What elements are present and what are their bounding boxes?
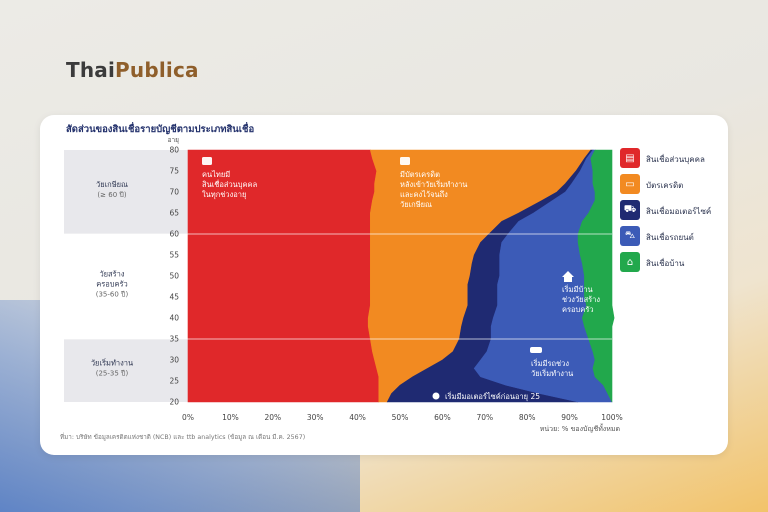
annotation-credit: มีบัตรเครดิต [400,170,440,179]
y-axis-label: อายุ [168,136,180,144]
y-tick-label: 35 [169,335,179,344]
annotation-home: เริ่มมีบ้าน [562,284,593,294]
x-tick-label: 60% [434,413,451,422]
age-band-1 [64,234,188,339]
wallet-icon [202,157,212,165]
y-tick-label: 80 [169,146,179,155]
y-tick-label: 75 [169,167,179,176]
age-band-label: (35-60 ปี) [96,291,129,299]
legend-item-car: ⛍ สินเชื่อรถยนต์ [620,226,740,246]
car-icon [530,347,542,353]
annotation-credit: และคงไว้จนถึง [400,190,448,199]
annotation-moto: เริ่มมีมอเตอร์ไซค์ก่อนอายุ 25 [445,391,540,401]
x-tick-label: 30% [307,413,324,422]
chart-title: สัดส่วนของสินเชื่อรายบัญชีตามประเภทสินเช… [66,124,255,135]
legend-item-home: ⌂ สินเชื่อบ้าน [620,252,740,272]
age-band-label: วัยสร้าง [99,270,124,279]
x-tick-label: 100% [601,413,622,422]
annotation-car: เริ่มมีรถช่วง [531,358,569,368]
motorcycle-icon [432,392,440,400]
annotation-home: ครอบครัว [562,305,594,314]
annotation-credit: หลังเข้าวัยเริ่มทำงาน [400,179,467,189]
y-tick-label: 55 [169,251,179,260]
age-band-label: ครอบครัว [96,280,128,289]
annotation-car: วัยเริ่มทำงาน [531,368,573,378]
x-tick-label: 20% [264,413,281,422]
legend-label: สินเชื่อรถยนต์ [646,233,694,242]
y-tick-label: 60 [169,230,179,239]
x-tick-label: 80% [519,413,536,422]
y-tick-label: 65 [169,209,179,218]
wallet-icon: ▤ [620,148,640,168]
annotation-personal: สินเชื่อส่วนบุคคล [202,179,258,189]
age-band-label: วัยเริ่มทำงาน [91,358,133,368]
annotation-personal: คนไทยมี [202,170,230,179]
y-tick-label: 50 [169,272,179,281]
x-axis-label: หน่วย: % ของบัญชีทั้งหมด [540,422,620,433]
age-band-label: วัยเกษียณ [96,180,128,189]
annotation-home: ช่วงวัยสร้าง [562,295,600,304]
car-icon: ⛍ [620,226,640,246]
legend-label: บัตรเครดิต [646,181,684,190]
y-tick-label: 20 [169,398,179,407]
legend-item-credit: ▭ บัตรเครดิต [620,174,740,194]
source-footnote: ที่มา: บริษัท ข้อมูลเครดิตแห่งชาติ (NCB)… [60,434,306,441]
x-tick-label: 0% [182,413,194,422]
age-band-label: (25-35 ปี) [96,370,129,378]
legend-item-personal: ▤ สินเชื่อส่วนบุคคล [620,148,740,168]
y-tick-label: 40 [169,314,179,323]
house-icon [562,271,574,282]
legend-label: สินเชื่อบ้าน [646,259,685,268]
y-tick-label: 30 [169,356,179,365]
x-tick-label: 70% [476,413,493,422]
legend-label: สินเชื่อส่วนบุคคล [646,155,705,164]
thaipublica-logo: ThaiPublica [66,58,199,82]
age-band-label: (≥ 60 ปี) [97,191,126,199]
credit-card-icon: ▭ [620,174,640,194]
age-band-0 [64,150,188,234]
x-tick-label: 50% [392,413,409,422]
x-tick-label: 90% [561,413,578,422]
x-tick-label: 10% [222,413,239,422]
motorcycle-icon: ⛟ [620,200,640,220]
y-tick-label: 45 [169,293,179,302]
legend-label: สินเชื่อมอเตอร์ไซค์ [646,207,712,216]
age-band-2 [64,339,188,402]
house-icon: ⌂ [620,252,640,272]
x-tick-label: 40% [349,413,366,422]
legend-item-moto: ⛟ สินเชื่อมอเตอร์ไซค์ [620,200,740,220]
annotation-credit: วัยเกษียณ [400,200,432,209]
y-tick-label: 25 [169,377,179,386]
y-tick-label: 70 [169,188,179,197]
annotation-personal: ในทุกช่วงอายุ [202,190,246,199]
credit-card-icon [400,157,410,165]
